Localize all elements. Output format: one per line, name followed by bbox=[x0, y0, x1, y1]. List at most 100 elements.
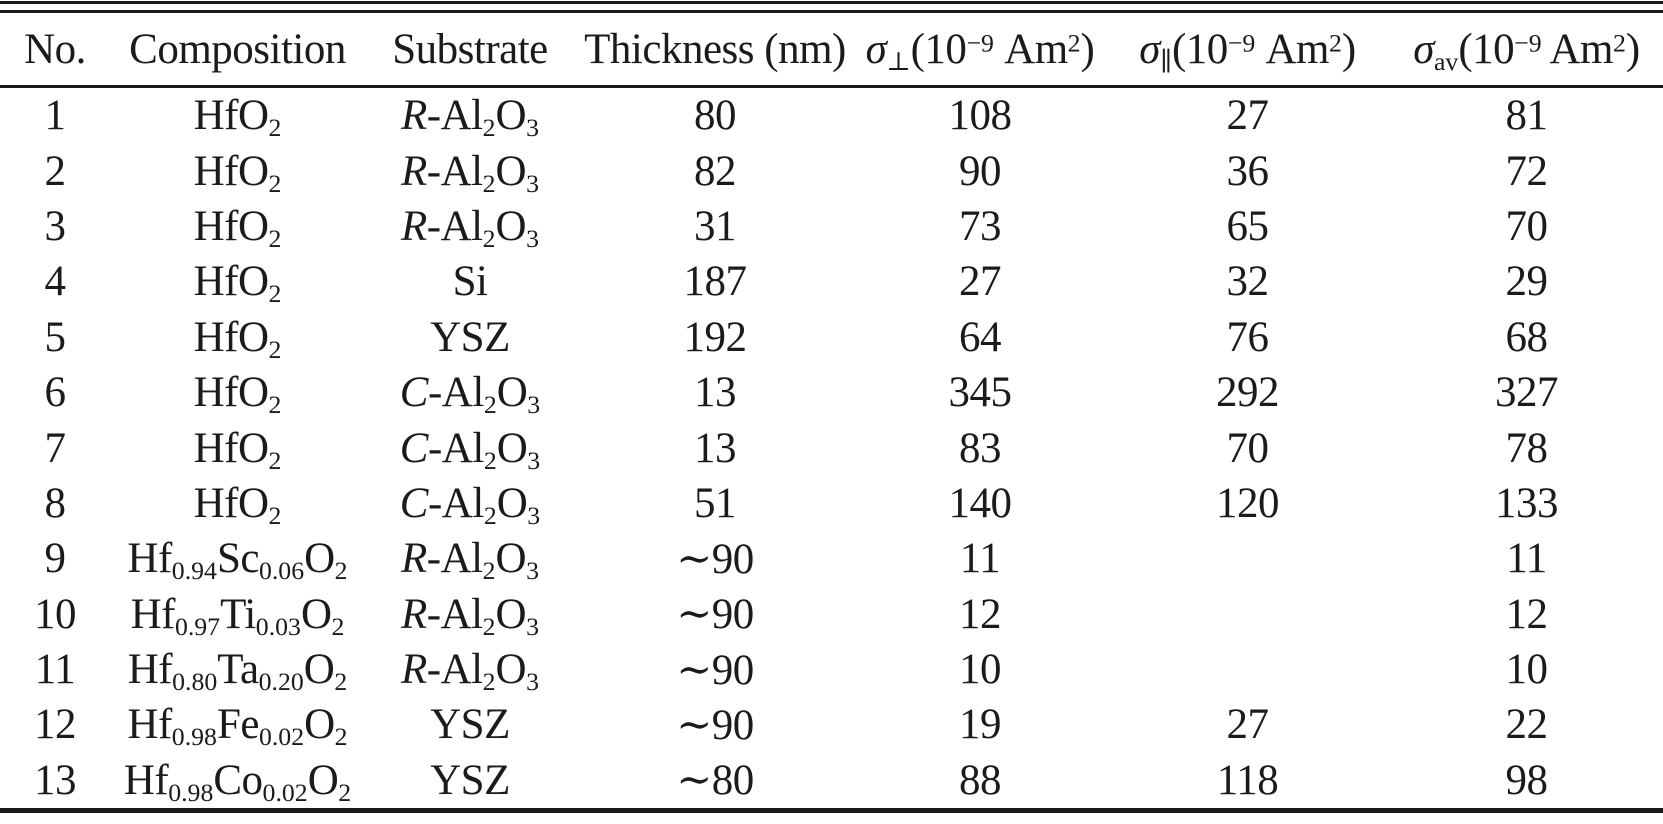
cell-substrate: YSZ bbox=[430, 756, 510, 804]
cell-substrate: R-Al2O3 bbox=[401, 92, 539, 143]
cell-no: 12 bbox=[34, 701, 77, 749]
cell-thickness: 80 bbox=[694, 92, 737, 140]
cell-composition: HfO2 bbox=[193, 92, 282, 143]
table-row: 1 HfO2 R-Al2O3 80 108 27 81 bbox=[0, 87, 1663, 144]
cell-substrate: R-Al2O3 bbox=[401, 646, 539, 697]
cell-composition: Hf0.94Sc0.06O2 bbox=[127, 535, 348, 586]
cell-composition: Hf0.98Fe0.02O2 bbox=[127, 701, 348, 752]
cell-sigma_av: 72 bbox=[1505, 147, 1549, 195]
cell-sigma_par bbox=[1105, 587, 1390, 642]
cell-substrate: C-Al2O3 bbox=[399, 479, 541, 531]
cell-sigma_av: 98 bbox=[1505, 756, 1549, 804]
cell-sigma_av: 12 bbox=[1505, 590, 1549, 638]
cell-no: 9 bbox=[44, 535, 67, 583]
cell-composition: HfO2 bbox=[193, 424, 282, 475]
samples-table: No. Composition Substrate Thickness (nm) σ⊥(… bbox=[0, 13, 1663, 808]
table-row: 3 HfO2 R-Al2O3 31 73 65 70 bbox=[0, 199, 1663, 254]
cell-sigma_av: 29 bbox=[1505, 258, 1549, 306]
cell-sigma_par: 76 bbox=[1226, 313, 1270, 361]
cell-composition: Hf0.98Co0.02O2 bbox=[123, 756, 352, 808]
cell-sigma_par: 32 bbox=[1226, 258, 1270, 306]
table-row: 9 Hf0.94Sc0.06O2 R-Al2O3 ∼90 11 11 bbox=[0, 531, 1663, 586]
cell-thickness: ∼90 bbox=[676, 701, 754, 749]
cell-composition: HfO2 bbox=[193, 313, 282, 364]
cell-composition: HfO2 bbox=[193, 479, 282, 531]
cell-sigma_par: 292 bbox=[1216, 369, 1280, 417]
cell-sigma_av: 11 bbox=[1506, 535, 1547, 583]
cell-sigma_perp: 73 bbox=[959, 202, 1002, 250]
cell-sigma_av: 133 bbox=[1495, 479, 1559, 527]
cell-composition: HfO2 bbox=[193, 202, 282, 254]
cell-no: 3 bbox=[44, 202, 67, 250]
table-row: 5 HfO2 YSZ 192 64 76 68 bbox=[0, 310, 1663, 365]
cell-sigma_perp: 345 bbox=[948, 369, 1013, 417]
cell-sigma_perp: 11 bbox=[959, 535, 1001, 583]
cell-sigma_av: 10 bbox=[1505, 646, 1549, 694]
cell-thickness: 13 bbox=[694, 369, 737, 417]
cell-substrate: R-Al2O3 bbox=[401, 535, 539, 586]
cell-composition: HfO2 bbox=[193, 147, 282, 198]
cell-sigma_perp: 108 bbox=[948, 92, 1013, 140]
table-row: 2 HfO2 R-Al2O3 82 90 36 72 bbox=[0, 143, 1663, 198]
cell-sigma_perp: 64 bbox=[959, 313, 1002, 361]
cell-sigma_par: 36 bbox=[1226, 147, 1270, 195]
cell-no: 7 bbox=[44, 424, 67, 472]
cell-sigma_av: 327 bbox=[1495, 369, 1559, 417]
cell-thickness: 51 bbox=[694, 479, 737, 527]
cell-thickness: ∼80 bbox=[676, 757, 754, 805]
cell-composition: HfO2 bbox=[193, 369, 282, 420]
table-top-rule-inner bbox=[0, 10, 1663, 13]
cell-composition: Hf0.80Ta0.20O2 bbox=[127, 646, 348, 697]
cell-no: 4 bbox=[44, 258, 67, 306]
cell-no: 8 bbox=[44, 479, 67, 527]
cell-no: 11 bbox=[34, 646, 76, 694]
table-row: 13 Hf0.98Co0.02O2 YSZ ∼80 88 118 98 bbox=[0, 753, 1663, 808]
cell-sigma_av: 22 bbox=[1505, 701, 1549, 749]
cell-sigma_av: 70 bbox=[1505, 202, 1549, 250]
cell-sigma_par: 27 bbox=[1226, 701, 1270, 749]
column-header-composition: Composition bbox=[110, 13, 365, 88]
cell-sigma_par: 27 bbox=[1226, 92, 1270, 140]
cell-thickness: 192 bbox=[683, 313, 748, 361]
cell-sigma_par: 118 bbox=[1216, 756, 1279, 804]
cell-sigma_par bbox=[1105, 531, 1390, 586]
cell-no: 13 bbox=[34, 756, 77, 804]
cell-sigma_perp: 83 bbox=[959, 424, 1002, 472]
cell-composition: HfO2 bbox=[193, 258, 282, 309]
cell-sigma_par: 65 bbox=[1226, 202, 1270, 250]
cell-sigma_perp: 140 bbox=[948, 479, 1013, 527]
column-header-sigma_par: σ∥(10−9 Am2) bbox=[1105, 13, 1390, 88]
cell-thickness: 187 bbox=[683, 258, 748, 306]
column-header-substrate: Substrate bbox=[365, 13, 575, 88]
cell-sigma_av: 81 bbox=[1505, 92, 1549, 140]
cell-thickness: ∼90 bbox=[676, 646, 754, 694]
cell-thickness: ∼90 bbox=[676, 591, 754, 639]
header-row: No. Composition Substrate Thickness (nm) σ⊥(… bbox=[0, 13, 1663, 88]
cell-no: 5 bbox=[44, 313, 67, 361]
cell-substrate: R-Al2O3 bbox=[401, 147, 539, 198]
cell-sigma_perp: 12 bbox=[959, 590, 1002, 638]
cell-substrate: R-Al2O3 bbox=[401, 590, 539, 641]
table-top-rule-outer bbox=[0, 1, 1663, 4]
table-row: 12 Hf0.98Fe0.02O2 YSZ ∼90 19 27 22 bbox=[0, 697, 1663, 752]
cell-substrate: YSZ bbox=[430, 313, 510, 361]
cell-sigma_perp: 19 bbox=[959, 701, 1002, 749]
cell-sigma_perp: 27 bbox=[959, 258, 1002, 306]
table-row: 11 Hf0.80Ta0.20O2 R-Al2O3 ∼90 10 10 bbox=[0, 642, 1663, 697]
cell-sigma_par bbox=[1105, 642, 1390, 697]
cell-substrate: YSZ bbox=[430, 701, 510, 749]
column-header-thickness: Thickness (nm) bbox=[575, 13, 855, 88]
cell-thickness: 82 bbox=[694, 147, 737, 195]
table-row: 7 HfO2 C-Al2O3 13 83 70 78 bbox=[0, 420, 1663, 475]
cell-sigma_av: 68 bbox=[1505, 313, 1549, 361]
table-row: 10 Hf0.97Ti0.03O2 R-Al2O3 ∼90 12 12 bbox=[0, 587, 1663, 642]
cell-substrate: Si bbox=[452, 258, 488, 306]
cell-thickness: 13 bbox=[694, 424, 737, 472]
table-row: 4 HfO2 Si 187 27 32 29 bbox=[0, 254, 1663, 309]
cell-sigma_perp: 88 bbox=[959, 756, 1002, 804]
cell-sigma_av: 78 bbox=[1505, 424, 1549, 472]
table-row: 8 HfO2 C-Al2O3 51 140 120 133 bbox=[0, 476, 1663, 531]
table-bottom-rule bbox=[0, 808, 1663, 814]
cell-sigma_perp: 10 bbox=[959, 646, 1002, 694]
